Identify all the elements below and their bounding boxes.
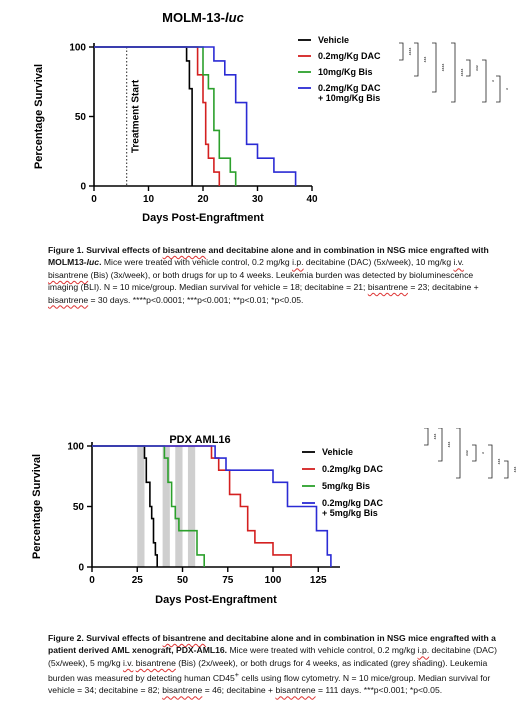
significance-label: **** xyxy=(438,64,444,72)
series-line-2 xyxy=(92,445,205,567)
treatment-start-label: Treatment Start xyxy=(131,79,142,153)
legend-label-1: 0.2mg/kg DAC xyxy=(322,464,384,474)
legend-label-0: Vehicle xyxy=(322,447,353,457)
significance-bracket xyxy=(399,42,404,61)
significance-label: **** xyxy=(405,48,411,56)
legend-label-2: 5mg/kg Bis xyxy=(322,481,370,491)
y-tick-label: 0 xyxy=(80,182,86,193)
treatment-shading-band xyxy=(162,446,170,567)
y-tick-label: 100 xyxy=(67,442,84,453)
chart-title: PDX AML16 xyxy=(169,434,230,446)
significance-label: *** xyxy=(430,434,436,440)
caption-1-title: Figure 1. Survival effects of bisantrene… xyxy=(48,245,489,268)
legend-label-3: + 10mg/Kg Bis xyxy=(318,93,380,103)
legend-label-2: 10mg/Kg Bis xyxy=(318,67,373,77)
chart-molm13: MOLM-13-luc Treatment Start 0 10 20 30 40 0 50 10… xyxy=(33,10,508,224)
significance-bracket xyxy=(432,42,437,93)
significance-label: *** xyxy=(420,57,426,63)
significance-bracket xyxy=(504,460,509,479)
significance-label: *** xyxy=(472,65,478,71)
caption-2-title: Figure 2. Survival effects of bisantrene… xyxy=(48,633,496,656)
significance-bracket xyxy=(424,428,429,446)
x-tick-label: 0 xyxy=(91,194,97,205)
significance-bracket xyxy=(414,42,419,77)
legend-label-0: Vehicle xyxy=(318,35,349,45)
x-tick-label: 30 xyxy=(252,194,264,205)
x-axis-label: Days Post-Engraftment xyxy=(155,594,277,606)
chart-title: MOLM-13-luc xyxy=(162,10,244,25)
figure-1-caption: Figure 1. Survival effects of bisantrene… xyxy=(48,245,489,305)
significance-bracket xyxy=(451,42,456,103)
significance-bracket xyxy=(438,428,443,462)
treatment-shading-band xyxy=(187,446,196,567)
legend-label-3: 0.2mg/Kg DAC xyxy=(318,83,381,93)
x-tick-label: 75 xyxy=(222,575,234,586)
x-tick-label: 0 xyxy=(89,575,95,586)
y-tick-label: 50 xyxy=(75,112,87,123)
series-line-2 xyxy=(94,46,237,186)
y-tick-label: 50 xyxy=(73,502,85,513)
legend-label-3: 0.2mg/kg DAC xyxy=(322,498,384,508)
significance-bracket xyxy=(456,428,461,479)
significance-label: * xyxy=(488,80,494,82)
x-tick-label: 50 xyxy=(177,575,189,586)
legend-label-1: 0.2mg/Kg DAC xyxy=(318,51,381,61)
significance-label: *** xyxy=(462,450,468,456)
series-line-1 xyxy=(94,46,221,186)
figure-2-caption: Figure 2. Survival effects of bisantrene… xyxy=(48,633,497,696)
x-axis-label: Days Post-Engraftment xyxy=(142,212,264,224)
significance-label: *** xyxy=(444,442,450,448)
x-tick-label: 25 xyxy=(132,575,144,586)
significance-label: **** xyxy=(457,69,463,77)
significance-bracket xyxy=(466,59,471,77)
treatment-shading-band xyxy=(137,446,145,567)
x-tick-label: 20 xyxy=(197,194,209,205)
significance-label: * xyxy=(502,88,508,90)
series-line-0 xyxy=(92,445,158,567)
y-axis-label: Percentage Survival xyxy=(33,64,45,169)
series-line-3 xyxy=(92,445,332,567)
series-line-3 xyxy=(94,46,297,186)
x-tick-label: 125 xyxy=(310,575,327,586)
y-tick-label: 0 xyxy=(78,563,84,574)
y-axis-label: Percentage Survival xyxy=(31,454,43,559)
significance-label: *** xyxy=(494,459,500,465)
y-tick-label: 100 xyxy=(69,43,86,54)
significance-bracket xyxy=(488,444,493,479)
x-tick-label: 10 xyxy=(143,194,155,205)
chart-pdx-aml16: PDX AML16 0 25 50 75 100 125 0 50 100 Days Post-En… xyxy=(31,428,516,606)
significance-bracket xyxy=(472,444,477,462)
significance-bracket xyxy=(496,75,501,103)
significance-bracket xyxy=(482,59,487,103)
treatment-shading-band xyxy=(175,446,183,567)
legend-label-3: + 5mg/kg Bis xyxy=(322,508,378,518)
x-tick-label: 40 xyxy=(306,194,318,205)
significance-label: *** xyxy=(510,467,516,473)
series-line-0 xyxy=(94,46,193,186)
x-tick-label: 100 xyxy=(265,575,282,586)
significance-label: * xyxy=(478,452,484,454)
